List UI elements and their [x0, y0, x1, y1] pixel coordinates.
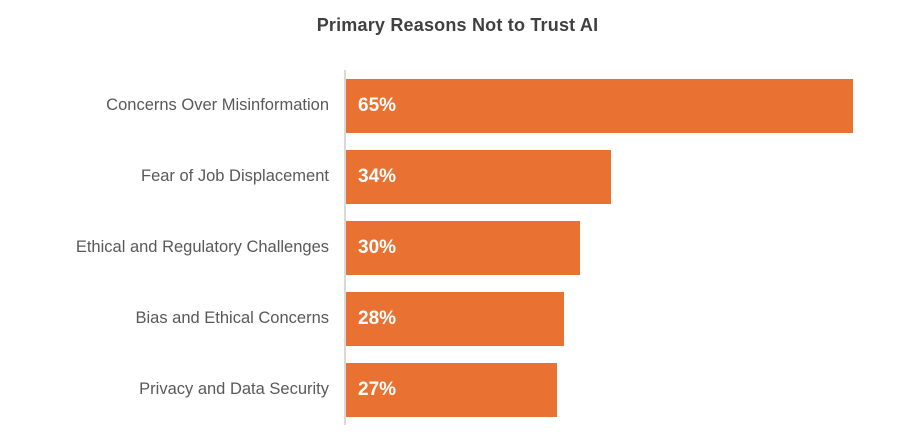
- bar-track: 27%: [344, 354, 915, 425]
- bar-value-label: 65%: [358, 94, 397, 116]
- category-label: Concerns Over Misinformation: [106, 95, 329, 114]
- bar-row: Privacy and Data Security 27%: [0, 354, 915, 425]
- category-label: Fear of Job Displacement: [140, 166, 329, 185]
- category-label: Ethical and Regulatory Challenges: [75, 237, 329, 256]
- bar: 34%: [346, 149, 611, 204]
- bar-value-label: 27%: [358, 378, 397, 400]
- bar: 28%: [346, 291, 564, 346]
- bar-row: Ethical and Regulatory Challenges 30%: [0, 212, 915, 283]
- bar-track: 65%: [344, 70, 915, 141]
- bar-value-label: 28%: [358, 307, 397, 329]
- bar-track: 34%: [344, 141, 915, 212]
- bar-row: Fear of Job Displacement 34%: [0, 141, 915, 212]
- bar-value-label: 30%: [358, 236, 397, 258]
- bar-track: 30%: [344, 212, 915, 283]
- bar: 30%: [346, 220, 580, 275]
- category-label: Bias and Ethical Concerns: [135, 308, 329, 327]
- bar-track: 28%: [344, 283, 915, 354]
- chart-title: Primary Reasons Not to Trust AI: [316, 15, 599, 35]
- bar: 65%: [346, 78, 853, 133]
- bar-row: Concerns Over Misinformation 65%: [0, 70, 915, 141]
- category-label: Privacy and Data Security: [139, 379, 329, 398]
- plot-area: Concerns Over Misinformation 65% Fear of J…: [0, 70, 915, 425]
- bar-value-label: 34%: [358, 165, 397, 187]
- bar-row: Bias and Ethical Concerns 28%: [0, 283, 915, 354]
- bar: 27%: [346, 362, 557, 417]
